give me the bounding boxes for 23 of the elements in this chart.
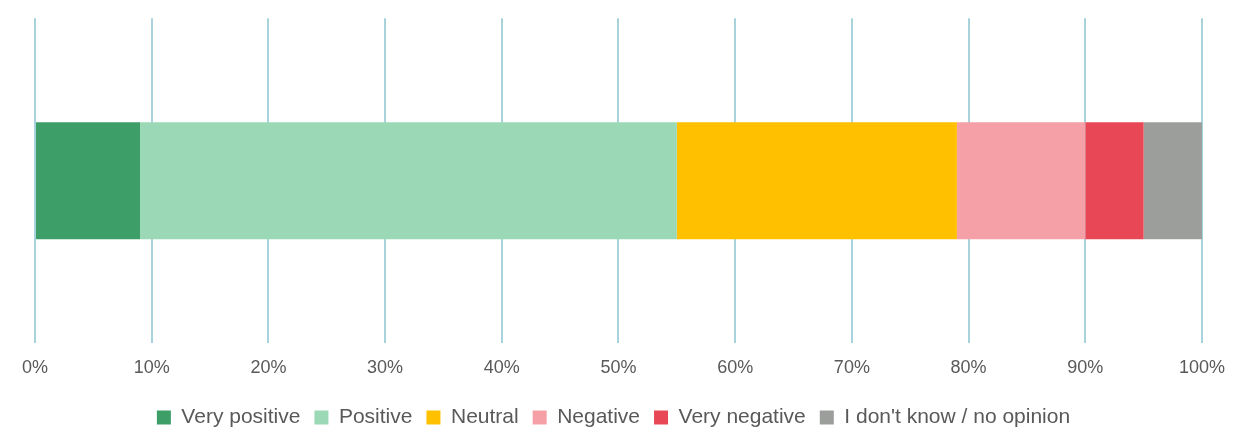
- bar: [676, 122, 957, 240]
- x-tick-label: 50%: [600, 357, 637, 378]
- legend-label: Very negative: [678, 404, 806, 428]
- x-tick-label: 30%: [367, 357, 404, 378]
- bar: [36, 122, 141, 240]
- x-tick-label: 90%: [1067, 357, 1104, 378]
- bar: [1085, 122, 1144, 240]
- legend-label: Very positive: [181, 404, 301, 428]
- x-tick-label: 0%: [22, 357, 49, 378]
- x-tick-label: 70%: [833, 357, 870, 378]
- x-tick-label: 20%: [250, 357, 287, 378]
- legend-label: Neutral: [450, 404, 519, 428]
- bar: [1143, 122, 1202, 240]
- x-tick-label: 100%: [1178, 357, 1225, 378]
- x-tick-label: 60%: [717, 357, 754, 378]
- bar: [956, 122, 1086, 240]
- legend-label: I don't know / no opinion: [844, 404, 1071, 428]
- bar: [140, 122, 677, 240]
- legend-label: Negative: [557, 404, 641, 428]
- x-tick-label: 40%: [483, 357, 520, 378]
- x-tick-label: 80%: [950, 357, 987, 378]
- x-tick-label: 10%: [133, 357, 170, 378]
- legend-label: Positive: [338, 404, 413, 428]
